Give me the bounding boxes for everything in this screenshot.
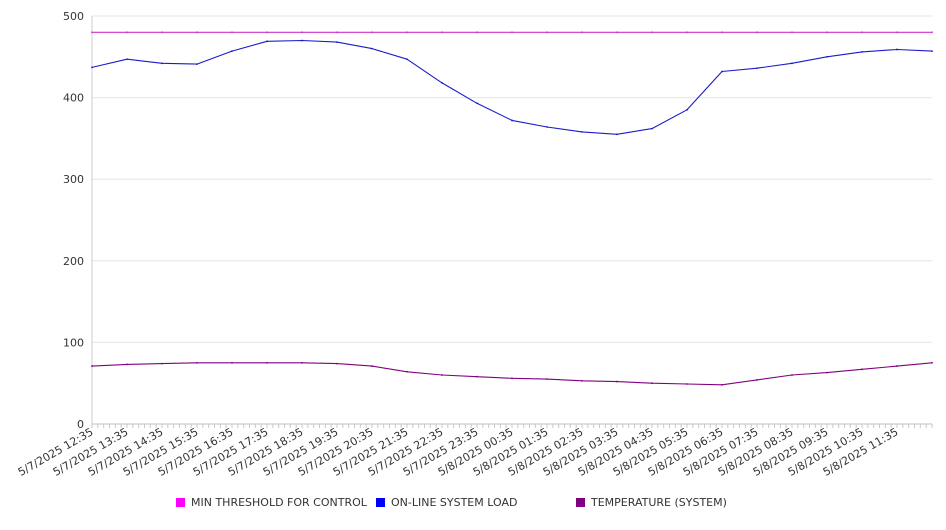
legend-swatch-online-system-load <box>376 498 385 507</box>
legend-item-temperature-system: TEMPERATURE (SYSTEM) <box>576 496 727 509</box>
legend-label-min-threshold: MIN THRESHOLD FOR CONTROL <box>191 496 367 509</box>
data-point <box>336 362 338 365</box>
data-point <box>861 368 863 371</box>
data-point <box>896 48 898 51</box>
data-point <box>791 62 793 65</box>
data-point <box>476 375 478 378</box>
data-point <box>476 31 478 34</box>
data-point <box>581 379 583 382</box>
data-point <box>126 58 128 61</box>
y-tick-label: 400 <box>63 92 84 105</box>
y-tick-label: 300 <box>63 173 84 186</box>
data-point <box>721 383 723 386</box>
data-point <box>161 31 163 34</box>
data-point <box>406 31 408 34</box>
data-point <box>231 361 233 364</box>
data-point <box>826 371 828 374</box>
data-point <box>441 82 443 84</box>
data-point <box>826 31 828 34</box>
data-point <box>721 70 723 73</box>
data-point <box>196 361 198 364</box>
y-tick-label: 0 <box>77 418 84 431</box>
data-point <box>686 108 688 111</box>
data-point <box>721 31 723 34</box>
data-point <box>336 31 338 34</box>
data-point <box>756 379 758 381</box>
data-point <box>196 31 198 34</box>
data-point <box>126 363 128 366</box>
data-point <box>511 119 513 122</box>
data-point <box>651 382 653 385</box>
data-point <box>651 31 653 34</box>
data-point <box>441 374 443 376</box>
data-point <box>896 365 898 367</box>
data-point <box>651 127 653 130</box>
legend-label-temperature-system: TEMPERATURE (SYSTEM) <box>591 496 727 509</box>
data-point <box>406 58 408 61</box>
legend-swatch-min-threshold <box>176 498 185 507</box>
data-point <box>91 31 93 34</box>
series-lines <box>91 31 933 386</box>
legend-swatch-temperature-system <box>576 498 585 507</box>
legend-item-min-threshold: MIN THRESHOLD FOR CONTROL <box>176 496 367 509</box>
y-tick-label: 200 <box>63 255 84 268</box>
data-point <box>756 67 758 70</box>
data-point <box>826 55 828 58</box>
series-line-2 <box>91 362 933 386</box>
data-point <box>371 365 373 367</box>
data-point <box>791 374 793 376</box>
data-point <box>301 39 303 42</box>
data-point <box>231 31 233 34</box>
legend-item-online-system-load: ON-LINE SYSTEM LOAD <box>376 496 517 509</box>
data-point <box>301 361 303 364</box>
data-point <box>196 63 198 66</box>
y-tick-label: 500 <box>63 10 84 23</box>
data-point <box>616 380 618 383</box>
data-point <box>231 50 233 52</box>
data-point <box>126 31 128 34</box>
legend-label-online-system-load: ON-LINE SYSTEM LOAD <box>391 496 518 509</box>
data-point <box>546 378 548 381</box>
data-point <box>441 31 443 34</box>
data-point <box>301 31 303 34</box>
data-point <box>756 31 758 34</box>
data-point <box>161 362 163 365</box>
data-point <box>546 31 548 34</box>
data-point <box>581 130 583 133</box>
data-point <box>266 40 268 43</box>
data-point <box>896 31 898 34</box>
data-point <box>266 361 268 364</box>
data-point <box>616 133 618 136</box>
data-point <box>336 41 338 44</box>
data-point <box>476 102 478 105</box>
data-point <box>91 66 93 69</box>
data-point <box>931 31 933 34</box>
data-point <box>406 370 408 373</box>
data-point <box>791 31 793 34</box>
data-point <box>861 31 863 34</box>
data-point <box>686 31 688 34</box>
data-point <box>546 126 548 128</box>
grid-lines <box>92 15 932 343</box>
legend: MIN THRESHOLD FOR CONTROL ON-LINE SYSTEM… <box>0 496 946 516</box>
data-point <box>511 377 513 380</box>
data-point <box>686 383 688 385</box>
data-point <box>511 31 513 34</box>
data-point <box>581 31 583 34</box>
data-point <box>371 31 373 34</box>
data-point <box>861 51 863 53</box>
data-point <box>931 50 933 52</box>
data-point <box>161 62 163 65</box>
data-point <box>266 31 268 34</box>
y-tick-label: 100 <box>63 336 84 349</box>
data-point <box>616 31 618 34</box>
data-point <box>371 47 373 50</box>
data-point <box>91 365 93 367</box>
data-point <box>931 361 933 364</box>
